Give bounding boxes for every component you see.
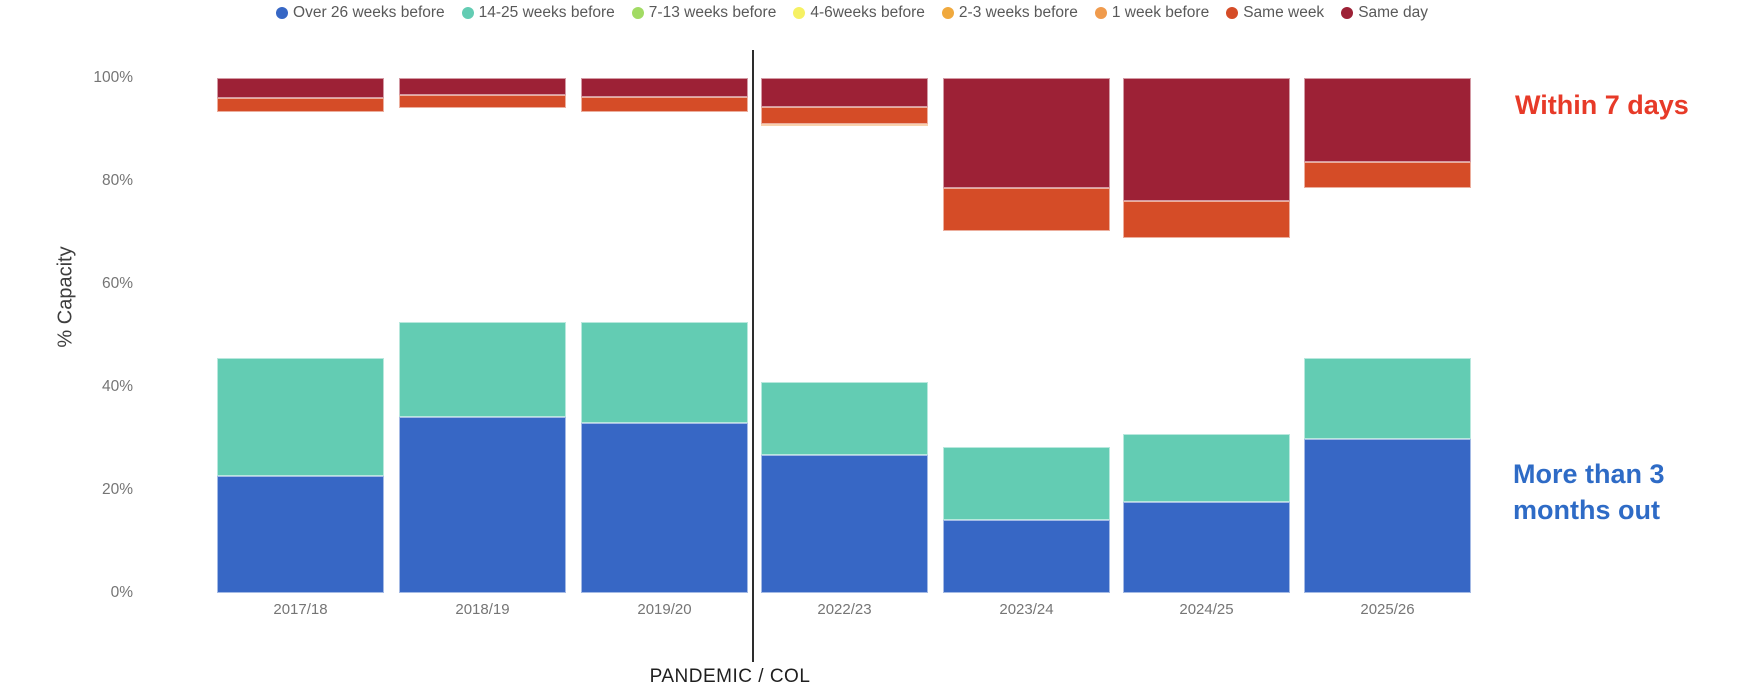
legend-color-dot (631, 7, 644, 19)
y-axis-tick-20: 20% (101, 481, 133, 499)
legend-label: Same day (1358, 4, 1428, 21)
legend-label: 7-13 weeks before (648, 4, 777, 21)
annotation-more-than-3-months: More than 3 months out (1513, 456, 1665, 528)
y-axis-tick-0: 0% (110, 584, 133, 602)
legend-color-dot (1226, 7, 1239, 19)
legend-color-dot (1341, 7, 1354, 19)
bar-segment-w14_25[interactable] (1123, 433, 1290, 503)
annotation-within-7-days: Within 7 days (1515, 90, 1689, 120)
bar-segment-same_day[interactable] (399, 77, 566, 95)
bar-segment-over26[interactable] (399, 417, 566, 594)
legend-item-w1[interactable]: 1 week before (1094, 4, 1210, 22)
y-axis-tick-100: 100% (93, 68, 133, 86)
legend-item-w14_25[interactable]: 14-25 weeks before (461, 4, 615, 22)
bar-segment-w14_25[interactable] (1304, 358, 1471, 440)
bar-segment-same_day[interactable] (761, 77, 928, 107)
bar-segment-same_day[interactable] (943, 77, 1110, 188)
bar-segment-same_day[interactable] (581, 77, 748, 97)
bar-segment-over26[interactable] (581, 423, 748, 594)
legend-item-w2_3[interactable]: 2-3 weeks before (941, 4, 1078, 22)
chart-legend: Over 26 weeks before 14-25 weeks before 7-… (0, 1, 1704, 25)
legend-label: 14-25 weeks before (478, 4, 615, 21)
y-axis-tick-80: 80% (101, 171, 133, 189)
x-axis-label-2025-26: 2025/26 (1360, 601, 1415, 618)
bar-segment-same_week[interactable] (1123, 201, 1290, 239)
legend-item-same_day[interactable]: Same day (1341, 4, 1428, 22)
x-axis-label-2022-23: 2022/23 (817, 601, 872, 618)
legend-color-dot (793, 7, 806, 19)
bar-segment-w14_25[interactable] (761, 381, 928, 456)
legend-label: 2-3 weeks before (958, 4, 1078, 21)
legend-color-dot (1094, 7, 1107, 19)
legend-color-dot (461, 7, 474, 19)
y-axis-title: % Capacity (54, 246, 77, 348)
bar-segment-w14_25[interactable] (943, 447, 1110, 521)
bar-segment-same_day[interactable] (217, 77, 384, 99)
bar-segment-w14_25[interactable] (399, 321, 566, 418)
x-axis-label-2023-24: 2023/24 (999, 601, 1054, 618)
bar-segment-over26[interactable] (761, 455, 928, 594)
bar-segment-over26[interactable] (217, 475, 384, 594)
bar-segment-same_day[interactable] (1304, 77, 1471, 163)
y-axis-tick-60: 60% (101, 274, 133, 292)
annotation-more-than-3-months-line1: More than 3 (1513, 459, 1665, 489)
y-axis-tick-40: 40% (101, 378, 133, 396)
bar-segment-w1[interactable] (761, 123, 928, 126)
pandemic-separator-label: PANDEMIC / COL (649, 666, 811, 687)
bar-segment-same_day[interactable] (1123, 77, 1290, 202)
legend-label: Same week (1243, 4, 1325, 21)
bar-segment-same_week[interactable] (399, 94, 566, 108)
legend-color-dot (276, 7, 289, 19)
x-axis-label-2019-20: 2019/20 (637, 601, 692, 618)
bar-segment-same_week[interactable] (581, 96, 748, 112)
bar-segment-same_week[interactable] (1304, 162, 1471, 188)
bar-segment-w14_25[interactable] (217, 358, 384, 476)
x-axis-label-2024-25: 2024/25 (1179, 601, 1234, 618)
x-axis-label-2018-19: 2018/19 (455, 601, 510, 618)
legend-label: Over 26 weeks before (293, 4, 445, 21)
bar-segment-same_week[interactable] (943, 187, 1110, 231)
legend-item-w4_6[interactable]: 4-6weeks before (793, 4, 925, 22)
bar-segment-over26[interactable] (1123, 502, 1290, 594)
legend-item-same_week[interactable]: Same week (1226, 4, 1324, 22)
bar-segment-w14_25[interactable] (581, 322, 748, 424)
bar-segment-same_week[interactable] (217, 98, 384, 112)
pandemic-separator-line (752, 50, 754, 662)
legend-label: 1 week before (1111, 4, 1210, 21)
x-axis-label-2017-18: 2017/18 (273, 601, 328, 618)
legend-color-dot (941, 7, 954, 19)
bar-segment-over26[interactable] (1304, 439, 1471, 594)
legend-item-w7_13[interactable]: 7-13 weeks before (631, 4, 777, 22)
legend-label: 4-6weeks before (810, 4, 925, 21)
legend-item-over26[interactable]: Over 26 weeks before (276, 4, 445, 22)
bar-segment-over26[interactable] (943, 520, 1110, 594)
bar-segment-same_week[interactable] (761, 106, 928, 124)
annotation-more-than-3-months-line2: months out (1513, 495, 1660, 525)
